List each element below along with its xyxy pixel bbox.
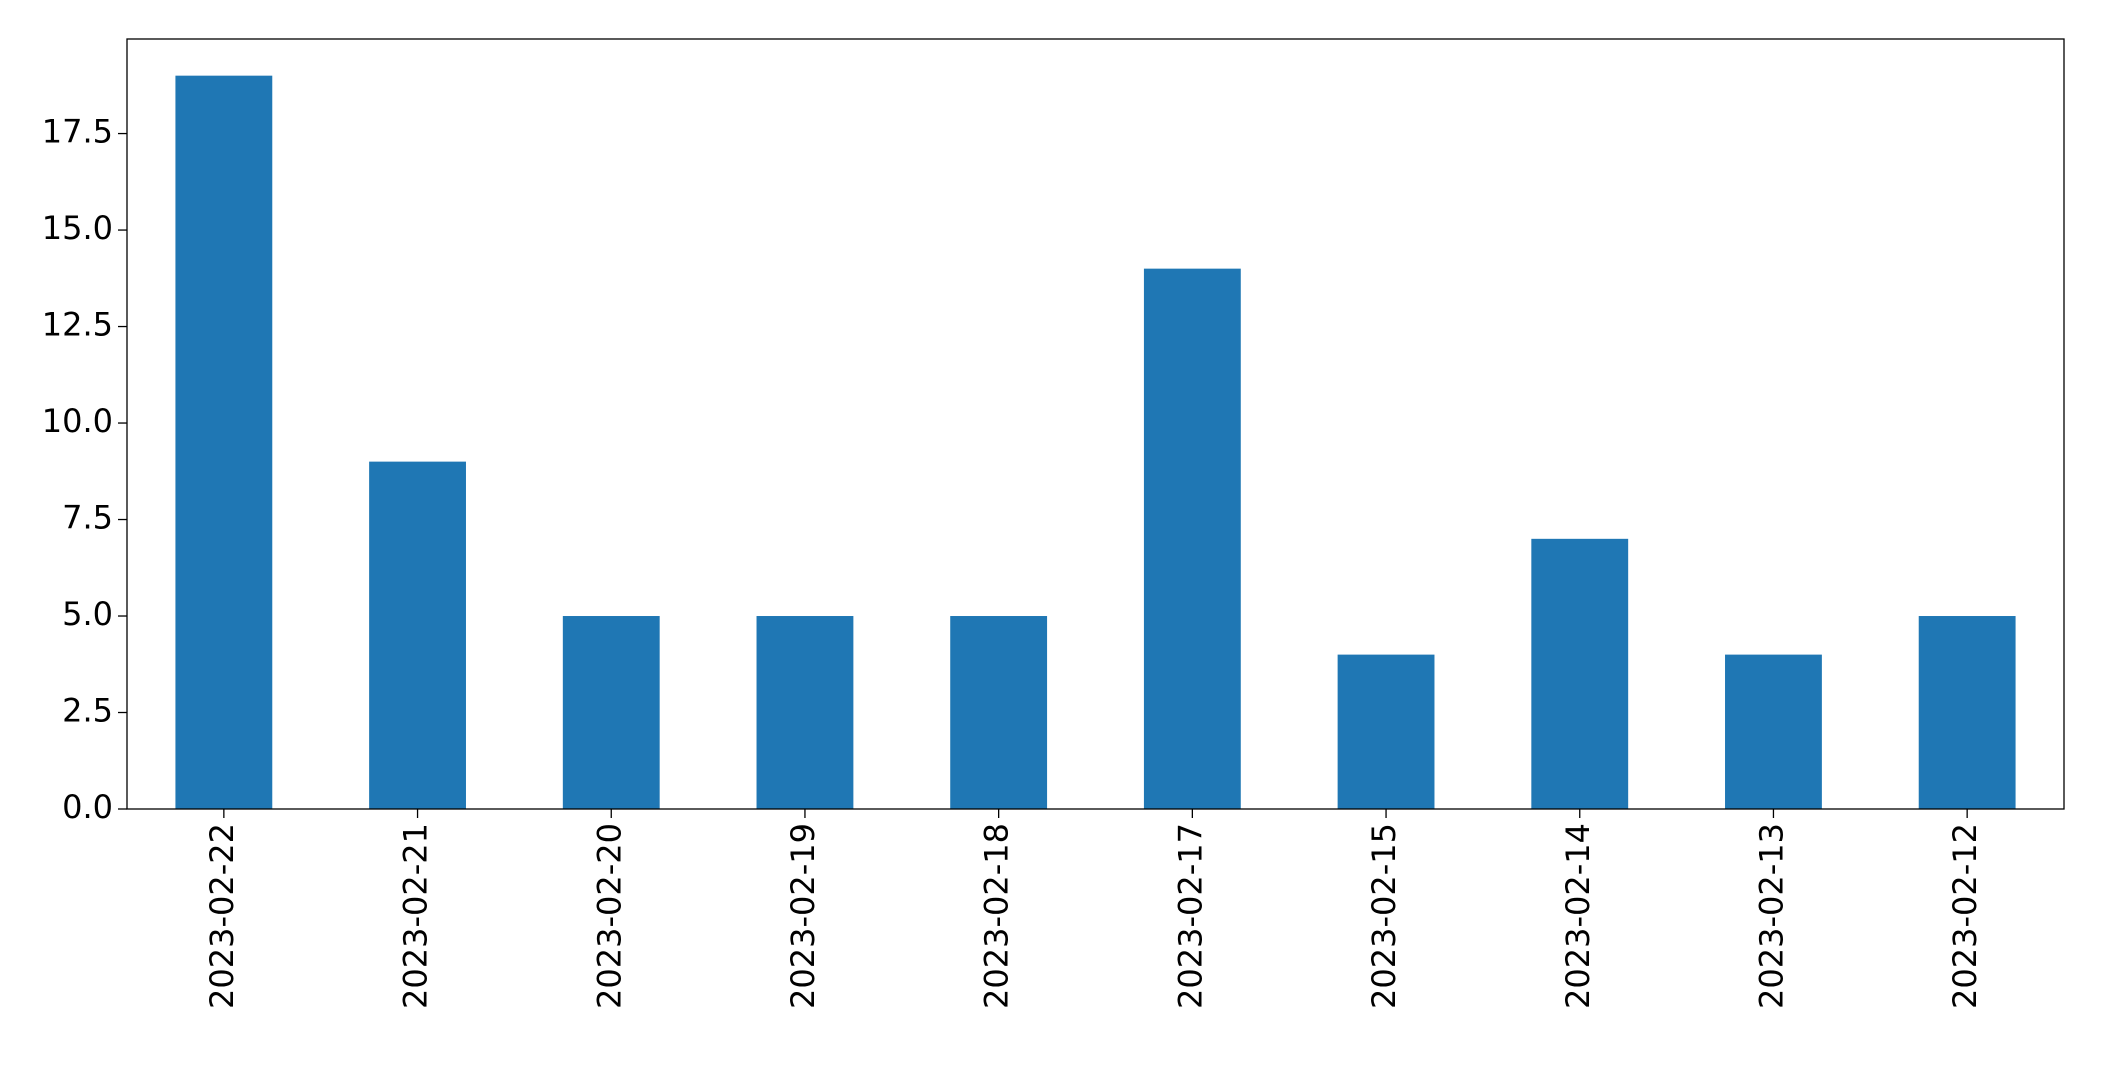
x-tick-label: 2023-02-13 bbox=[1752, 823, 1790, 1009]
x-tick-label: 2023-02-15 bbox=[1365, 823, 1403, 1009]
x-tick-label: 2023-02-18 bbox=[978, 823, 1016, 1009]
bar bbox=[175, 75, 273, 809]
bar bbox=[369, 461, 466, 809]
y-tick-label: 2.5 bbox=[62, 692, 113, 730]
bar bbox=[756, 616, 854, 809]
y-tick-label: 7.5 bbox=[62, 499, 113, 537]
bar bbox=[1337, 654, 1435, 809]
x-tick-label: 2023-02-22 bbox=[203, 823, 241, 1009]
bar bbox=[562, 616, 660, 809]
plot-frame bbox=[126, 38, 2065, 810]
x-tick-label: 2023-02-21 bbox=[397, 823, 435, 1009]
x-tick-label: 2023-02-17 bbox=[1171, 823, 1209, 1009]
x-tick-label: 2023-02-14 bbox=[1559, 823, 1597, 1009]
y-tick-label: 15.0 bbox=[42, 209, 113, 247]
y-tick-label: 5.0 bbox=[62, 595, 113, 633]
bar bbox=[1725, 654, 1822, 809]
bar bbox=[1531, 538, 1629, 809]
y-tick-label: 10.0 bbox=[42, 402, 113, 440]
y-tick-label: 0.0 bbox=[62, 788, 113, 826]
x-tick-label: 2023-02-19 bbox=[784, 823, 822, 1009]
bar bbox=[1143, 268, 1241, 809]
bar bbox=[950, 616, 1048, 809]
y-tick-label: 12.5 bbox=[42, 306, 113, 344]
y-tick-label: 17.5 bbox=[42, 113, 113, 151]
x-tick-label: 2023-02-20 bbox=[590, 823, 628, 1009]
bar bbox=[1918, 616, 2016, 809]
x-tick-label: 2023-02-12 bbox=[1946, 823, 1984, 1009]
